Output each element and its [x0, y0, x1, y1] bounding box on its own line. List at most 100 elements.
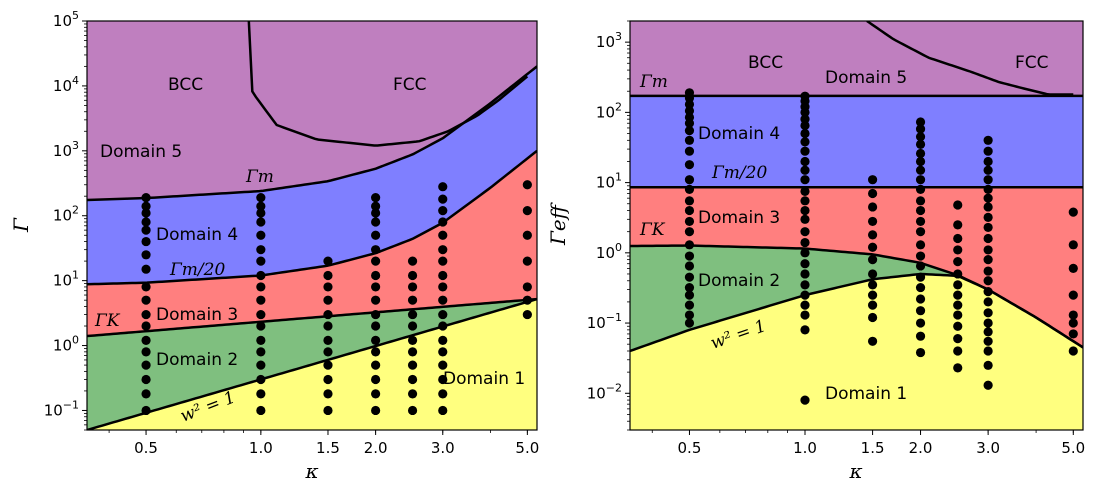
data-point	[438, 309, 448, 320]
y-axis-label: Γ	[9, 217, 33, 233]
data-point	[407, 321, 418, 331]
data-point	[684, 227, 695, 237]
y-tick-label: 102	[596, 100, 622, 121]
y-tick-label: 105	[53, 9, 79, 30]
data-point	[684, 216, 695, 227]
data-point	[800, 269, 810, 279]
data-point	[684, 184, 695, 194]
data-point	[915, 318, 926, 328]
data-point	[953, 300, 963, 310]
data-point	[141, 225, 151, 235]
data-point	[256, 282, 266, 292]
data-point	[371, 245, 381, 255]
data-point	[867, 269, 878, 279]
data-point	[141, 347, 151, 357]
plot-frame	[629, 20, 1084, 431]
data-point	[684, 205, 695, 216]
data-point	[323, 389, 333, 399]
data-point	[256, 217, 266, 227]
data-point	[522, 309, 532, 320]
domain-2-label: Domain 2	[698, 271, 780, 291]
data-point	[371, 347, 381, 357]
data-point	[407, 256, 418, 266]
domain-2-label: Domain 2	[156, 350, 238, 370]
data-point	[438, 182, 448, 192]
data-point	[953, 200, 963, 210]
data-point	[256, 245, 266, 255]
data-point	[438, 230, 448, 240]
data-point	[438, 245, 448, 255]
data-point	[684, 112, 695, 122]
data-point	[983, 297, 993, 307]
y-tick-label: 100	[53, 334, 79, 355]
x-tick-label: 1.0	[249, 439, 273, 457]
data-point	[256, 208, 266, 218]
data-point	[915, 306, 926, 316]
data-point	[983, 255, 993, 265]
data-point	[684, 310, 695, 320]
data-point	[953, 280, 963, 290]
x-tick-label: 1.5	[861, 439, 885, 457]
data-point	[915, 132, 926, 142]
fcc-label: FCC	[393, 75, 427, 95]
data-point	[371, 201, 381, 211]
data-point	[141, 217, 151, 227]
data-point	[915, 184, 926, 194]
data-point	[983, 287, 993, 297]
data-point	[800, 156, 810, 167]
data-point	[371, 230, 381, 240]
data-point	[800, 325, 810, 335]
data-point	[141, 193, 151, 203]
gamma-k-label: ΓK	[94, 311, 121, 331]
data-point	[915, 139, 926, 149]
data-point	[407, 282, 418, 292]
data-point	[256, 360, 266, 370]
data-point	[800, 280, 810, 290]
data-point	[438, 335, 448, 346]
data-point	[684, 126, 695, 136]
x-tick-label: 1.5	[316, 439, 340, 457]
y-tick-label: 100	[596, 241, 622, 262]
y-tick-label: 10−1	[587, 311, 622, 332]
data-point	[407, 309, 418, 320]
data-point	[141, 321, 151, 331]
data-point	[983, 276, 993, 286]
data-point	[684, 175, 695, 185]
data-point	[684, 196, 695, 206]
data-points	[141, 180, 532, 416]
data-point	[915, 165, 926, 175]
data-point	[141, 374, 151, 385]
fcc-label: FCC	[1015, 53, 1049, 73]
data-point	[371, 256, 381, 266]
data-point	[371, 360, 381, 370]
data-point	[915, 347, 926, 358]
data-point	[323, 282, 333, 292]
data-point	[915, 251, 926, 261]
domain-4-label: Domain 4	[698, 124, 780, 144]
data-point	[800, 137, 810, 147]
bcc-label: BCC	[748, 53, 783, 73]
data-point	[953, 310, 963, 320]
data-point	[983, 135, 993, 145]
data-point	[438, 295, 448, 305]
data-point	[867, 336, 878, 346]
data-point	[915, 196, 926, 206]
data-point	[915, 282, 926, 293]
domain-3-region	[87, 150, 537, 337]
data-point	[867, 280, 878, 290]
y-tick-label: 103	[53, 139, 79, 160]
x-axis-label: κ	[848, 459, 862, 483]
data-point	[867, 230, 878, 240]
data-point	[371, 309, 381, 320]
data-point	[915, 148, 926, 159]
data-point	[438, 321, 448, 331]
data-point	[800, 214, 810, 224]
data-point	[438, 389, 448, 399]
data-point	[141, 208, 151, 218]
data-point	[684, 99, 695, 109]
bcc-fcc-line	[866, 21, 1074, 96]
data-point	[983, 327, 993, 337]
data-point	[800, 128, 810, 139]
data-point	[983, 184, 993, 194]
